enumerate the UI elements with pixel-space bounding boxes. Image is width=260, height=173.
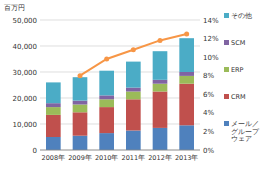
legend-swatch: [224, 13, 229, 18]
y-tick-label: 0: [33, 147, 37, 155]
line-marker: [131, 47, 136, 52]
legend-label: SCM: [231, 39, 245, 47]
y-tick-label: 50,000: [13, 17, 38, 25]
bar-segment: [46, 137, 61, 150]
y-tick-label: 10,000: [13, 121, 38, 129]
bar-segment: [153, 80, 168, 84]
legend-label-line: SCM: [231, 39, 245, 47]
bar-segment: [99, 99, 114, 107]
y2-tick-label: 12%: [203, 35, 219, 43]
x-tick-label: 2011年: [122, 154, 146, 162]
legend-label: その他: [231, 12, 252, 20]
legend-label: CRM: [231, 93, 246, 101]
bar-segment: [73, 136, 88, 150]
legend-swatch: [224, 121, 229, 126]
bar-segment: [99, 95, 114, 99]
y2-tick-label: 8%: [203, 72, 214, 80]
legend-label-line: ERP: [231, 66, 244, 74]
legend-label-line: CRM: [231, 93, 246, 101]
y2-tick-label: 2%: [203, 128, 214, 136]
grid-line: [40, 46, 200, 47]
bar-segment: [126, 99, 141, 130]
legend-label: メール／グループウェア: [231, 120, 260, 143]
chart: 0 10,000 20,000 30,000 40,000 50,000 0% 2% 4% 6% 8…: [0, 0, 260, 173]
bar-segment: [153, 51, 168, 80]
grid-line: [40, 20, 200, 21]
bar-segment: [179, 76, 194, 84]
grid-line: [40, 72, 200, 73]
x-tick-label: 2012年: [148, 154, 172, 162]
bar-segment: [73, 105, 88, 113]
bar-segment: [126, 92, 141, 100]
bar-segment: [179, 38, 194, 72]
bar-segment: [73, 77, 88, 100]
bar-segment: [46, 103, 61, 107]
line-marker: [78, 73, 83, 78]
bar-segment: [126, 131, 141, 151]
bar-segment: [46, 82, 61, 103]
y2-tick-label: 6%: [203, 91, 214, 99]
bar-segment: [73, 101, 88, 105]
grid-line: [40, 150, 200, 151]
y-tick-label: 20,000: [13, 95, 38, 103]
line: [80, 34, 187, 76]
y-tick-label: 40,000: [13, 43, 38, 51]
line-marker: [104, 57, 109, 62]
y2-tick-label: 14%: [203, 17, 219, 25]
legend-swatch: [224, 40, 229, 45]
bar-segment: [153, 84, 168, 92]
y-tick-label: 30,000: [13, 69, 38, 77]
x-tick-label: 2013年: [175, 154, 199, 162]
x-tick-label: 2010年: [95, 154, 119, 162]
legend-label-line: ウェア: [231, 135, 252, 143]
legend-swatch: [224, 94, 229, 99]
y2-tick-label: 10%: [203, 54, 219, 62]
bar-segment: [179, 125, 194, 150]
y-axis-label: 百万円: [4, 4, 25, 12]
bar-segment: [73, 112, 88, 135]
bar-segment: [126, 62, 141, 88]
bar-segment: [99, 107, 114, 133]
grid-line: [40, 124, 200, 125]
legend-label-line: その他: [231, 12, 252, 20]
bar-segment: [46, 115, 61, 137]
bar-segment: [153, 92, 168, 128]
bar-segment: [46, 107, 61, 115]
x-tick-label: 2008年: [42, 154, 66, 162]
y2-tick-label: 4%: [203, 109, 214, 117]
plot-marks: [46, 31, 194, 150]
bar-segment: [99, 133, 114, 150]
legend-label: ERP: [231, 66, 244, 74]
bar-segment: [99, 71, 114, 96]
bar-segment: [126, 88, 141, 92]
legend-swatch: [224, 67, 229, 72]
line-marker: [184, 31, 189, 36]
x-tick-label: 2009年: [68, 154, 92, 162]
x-axis: [40, 150, 200, 151]
grid-line: [40, 98, 200, 99]
bar-segment: [179, 72, 194, 76]
bar-segment: [153, 128, 168, 150]
bar-segment: [179, 84, 194, 126]
line-marker: [158, 38, 163, 43]
y2-tick-label: 0%: [203, 147, 214, 155]
